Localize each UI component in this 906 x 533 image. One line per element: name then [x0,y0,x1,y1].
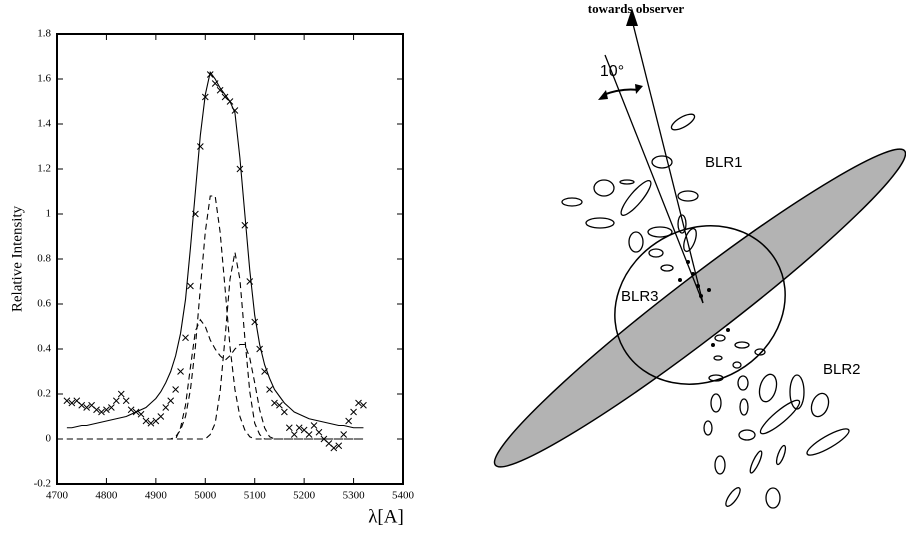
x-tick-label: 4800 [95,490,118,502]
data-point [211,80,219,87]
observer-line [631,19,704,304]
axis-line [604,54,704,304]
x-tick-label: 5200 [293,490,316,502]
blr2-label: BLR2 [823,361,861,378]
y-tick-label: 1.8 [37,28,51,40]
y-tick-label: 0.6 [37,298,51,310]
component-line [66,252,364,440]
data-point [182,334,189,342]
data-point [108,404,115,411]
x-tick-label: 5000 [194,490,217,502]
data-point [276,401,283,409]
chart: -0.2 0 0.2 0.4 0.6 0.8 1 1.2 1.4 1.6 1.8 4700 4800 49… [34,28,415,502]
data-point [251,318,259,326]
data-point [98,408,105,416]
component-line [66,195,364,440]
data-point [360,401,367,409]
component-line [66,318,364,440]
data-point [236,165,244,173]
data-point [137,410,145,418]
diagram: towards observer 10° BLR1 BLR2 BLR3 [493,1,906,509]
arrowhead [626,8,638,26]
angle-label: 10° [600,63,624,80]
x-tick-label: 5100 [244,490,267,502]
data-point [315,428,323,436]
data-point [157,413,165,420]
x-tick-label: 5300 [343,490,366,502]
data-point [103,406,110,414]
data-point [241,221,249,229]
data-point [147,419,155,427]
data-point [167,397,175,405]
data-point [266,386,273,393]
observer-label: towards observer [588,1,685,16]
y-tick-label: 0.4 [37,343,51,355]
data-point [78,401,86,409]
y-tick-label: 0.2 [37,388,51,400]
data-point [112,397,120,405]
data-point [285,424,293,432]
blr3-region [614,225,786,385]
data-point [216,86,224,94]
data-point [196,143,204,150]
y-tick-label: 0 [46,433,52,445]
data-point [350,408,357,416]
y-tick-label: 1.2 [37,163,51,175]
data-point [162,404,170,411]
x-tick-label: 4900 [145,490,168,502]
data-point [68,399,76,407]
blr3-label: BLR3 [621,288,659,305]
data-point [340,431,348,438]
data-point [305,431,313,438]
data-point [63,397,71,405]
data-point [330,444,338,452]
data-point [177,368,184,375]
data-point [127,406,135,414]
x-axis-label: λ[A] [368,506,404,527]
y-tick-label: 1 [46,208,52,220]
disk [493,148,906,468]
clouds [561,113,850,509]
data-point [187,282,194,290]
fit-line [66,70,364,429]
data-point [93,406,100,414]
y-tick-label: 1.4 [37,118,51,130]
data-point [335,442,343,450]
x-tick-label: 5400 [392,490,415,502]
data-point [142,417,150,425]
y-axis-label: Relative Intensity [9,205,25,312]
data-point [290,431,298,438]
data-point [295,424,303,432]
data-point [83,404,91,411]
y-tick-label: -0.2 [34,478,51,490]
data-point [117,390,125,398]
data-point [281,408,288,416]
y-tick-label: 1.6 [37,73,51,85]
data-point [310,422,318,429]
data-point [355,399,362,407]
data-point [271,399,278,407]
data-point [246,278,254,285]
x-tick-label: 4700 [46,490,69,502]
arc-arrows [598,84,643,100]
data-point [345,417,352,425]
y-tick-label: 0.8 [37,253,51,265]
blr1-label: BLR1 [705,154,743,171]
data-point [172,386,179,393]
data-point [122,397,130,405]
